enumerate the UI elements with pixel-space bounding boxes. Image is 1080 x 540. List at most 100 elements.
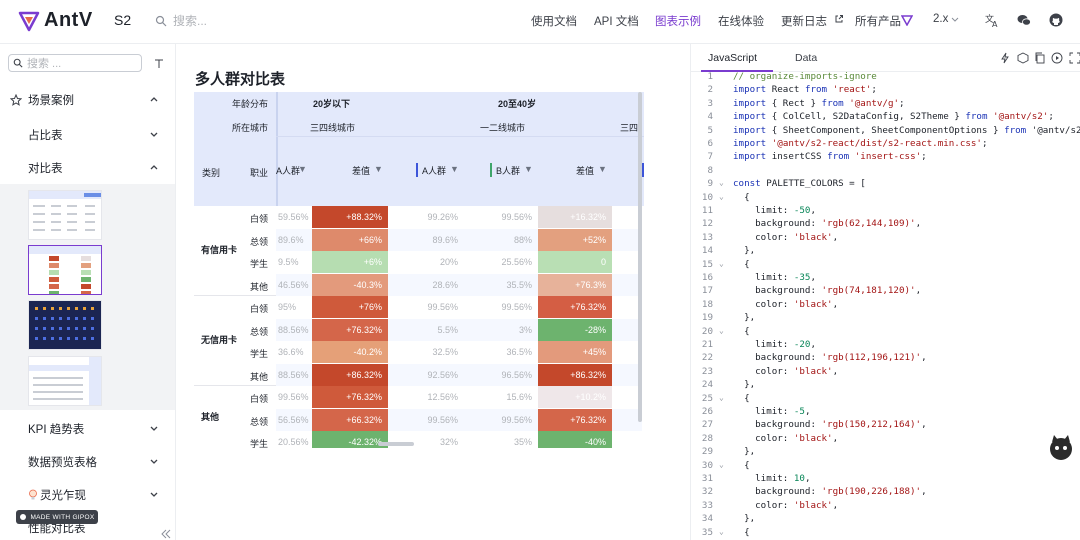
table-cell[interactable]: 92.56% [388, 363, 464, 386]
copy-icon[interactable] [1034, 52, 1046, 64]
sort-caret-icon[interactable]: ▼ [598, 164, 607, 174]
table-cell[interactable]: 20.56% [276, 431, 312, 448]
sidebar-item-inspiration[interactable]: 灵光乍现 [0, 479, 175, 511]
table-cell[interactable]: 88.56% [276, 318, 312, 341]
table-cell[interactable]: 32.5% [388, 341, 464, 363]
table-cell[interactable]: +86.32% [312, 363, 388, 386]
github-icon[interactable] [1048, 12, 1064, 28]
table-cell[interactable]: 12.56% [388, 386, 464, 408]
table-cell[interactable]: 99.26% [388, 206, 464, 228]
collapse-sidebar-icon[interactable] [160, 528, 172, 540]
lightning-icon[interactable] [999, 52, 1011, 64]
table-cell[interactable]: 35.5% [464, 273, 538, 296]
sort-caret-icon[interactable]: ▼ [450, 164, 459, 174]
table-cell[interactable]: 56.56% [276, 408, 312, 431]
table-cell[interactable]: +66% [312, 228, 388, 251]
fullscreen-icon[interactable] [1069, 52, 1080, 64]
table-cell[interactable]: 28.6% [388, 273, 464, 296]
table-cell[interactable]: 0 [538, 251, 612, 273]
table-cell[interactable]: +88.32% [312, 206, 388, 228]
table-cell[interactable]: 3% [464, 318, 538, 341]
table-cell[interactable]: +86.32% [538, 363, 612, 386]
nav-playground[interactable]: 在线体验 [718, 16, 764, 28]
sidebar-search-input[interactable]: 搜索 ... [8, 54, 142, 72]
measure-header[interactable]: B人群 ▼ [496, 164, 540, 178]
table-cell[interactable]: -42.32% [312, 431, 388, 448]
table-cell[interactable]: 99.56% [388, 296, 464, 318]
translate-icon[interactable]: 文A [984, 12, 1000, 28]
sort-caret-icon[interactable]: ▼ [524, 164, 533, 174]
table-cell[interactable]: +76.3% [538, 273, 612, 296]
measure-header[interactable]: 差值 ▼ [576, 164, 616, 178]
table-cell[interactable]: +6% [312, 251, 388, 273]
sort-caret-icon[interactable]: ▼ [298, 164, 307, 174]
table-cell[interactable]: 59.56% [276, 206, 312, 228]
table-cell[interactable]: +52% [538, 228, 612, 251]
table-cell[interactable]: -28% [538, 318, 612, 341]
vertical-scrollbar[interactable] [638, 92, 642, 422]
play-icon[interactable] [1051, 52, 1063, 64]
sidebar-item-preview[interactable]: 数据预览表格 [0, 446, 175, 478]
measure-header[interactable]: A人群 ▼ [276, 164, 312, 178]
horizontal-scrollbar[interactable] [378, 442, 414, 446]
cat-mascot-icon[interactable] [1046, 432, 1076, 462]
table-cell[interactable]: 9.5% [276, 251, 312, 273]
table-cell[interactable]: 36.5% [464, 341, 538, 363]
fold-chevron-icon[interactable]: ⌄ [719, 459, 724, 469]
table-cell[interactable]: +76.32% [538, 296, 612, 318]
table-cell[interactable]: +76% [312, 296, 388, 318]
table-cell[interactable]: -40.2% [312, 341, 388, 363]
comparison-pivot-table[interactable]: 年龄分布 所在城市 类别 职业 20岁以下 20至40岁 三四线城市 一二线城市… [194, 92, 644, 448]
fold-chevron-icon[interactable]: ⌄ [719, 325, 724, 335]
antv-logo[interactable]: AntV [18, 9, 93, 32]
nav-examples[interactable]: 图表示例 [655, 16, 701, 28]
table-cell[interactable]: -40.3% [312, 273, 388, 296]
example-thumbnail[interactable] [28, 190, 102, 240]
measure-header[interactable]: 差值 ▼ [352, 164, 392, 178]
table-cell[interactable]: 20% [388, 251, 464, 273]
table-cell[interactable]: 89.6% [388, 228, 464, 251]
sidebar-item-scenarios[interactable]: 场景案例 [0, 84, 175, 116]
version-select[interactable]: 2.x [933, 13, 949, 25]
table-cell[interactable]: 88.56% [276, 363, 312, 386]
sort-caret-icon[interactable]: ▼ [374, 164, 383, 174]
tab-data[interactable]: Data [795, 52, 818, 64]
table-cell[interactable]: 5.5% [388, 318, 464, 341]
table-cell[interactable]: +16.32% [538, 206, 612, 228]
table-cell[interactable]: +76.32% [538, 408, 612, 431]
table-cell[interactable]: 95% [276, 296, 312, 318]
table-cell[interactable]: -40% [538, 431, 612, 448]
fold-chevron-icon[interactable]: ⌄ [719, 526, 724, 536]
table-cell[interactable]: 99.56% [464, 206, 538, 228]
wechat-icon[interactable] [1016, 12, 1032, 28]
table-cell[interactable]: +10.2% [538, 386, 612, 408]
nav-all-products[interactable]: 所有产品 [855, 16, 901, 28]
sidebar-item-ratio[interactable]: 占比表 [0, 119, 175, 151]
example-thumbnail[interactable] [28, 356, 102, 406]
table-cell[interactable]: 99.56% [276, 386, 312, 408]
product-name[interactable]: S2 [114, 12, 132, 28]
nav-api-docs[interactable]: API 文档 [594, 16, 639, 28]
table-cell[interactable]: 15.6% [464, 386, 538, 408]
table-cell[interactable]: 46.56% [276, 273, 312, 296]
table-cell[interactable]: 99.56% [464, 296, 538, 318]
nav-docs[interactable]: 使用文档 [531, 16, 577, 28]
fold-chevron-icon[interactable]: ⌄ [719, 392, 724, 402]
table-cell[interactable]: 89.6% [276, 228, 312, 251]
table-cell[interactable]: 96.56% [464, 363, 538, 386]
table-cell[interactable]: +45% [538, 341, 612, 363]
table-cell[interactable]: 99.56% [464, 408, 538, 431]
sidebar-item-compare[interactable]: 对比表 [0, 152, 175, 184]
example-thumbnail-selected[interactable] [28, 245, 102, 295]
table-cell[interactable]: 35% [464, 431, 538, 448]
sidebar-item-performance[interactable]: 性能对比表 [0, 512, 175, 540]
fold-chevron-icon[interactable]: ⌄ [719, 178, 724, 188]
nav-changelog[interactable]: 更新日志 [781, 16, 827, 28]
codesandbox-icon[interactable] [1017, 52, 1029, 64]
fold-chevron-icon[interactable]: ⌄ [719, 191, 724, 201]
example-thumbnail[interactable] [28, 300, 102, 350]
table-cell[interactable]: +76.32% [312, 318, 388, 341]
table-cell[interactable]: 99.56% [388, 408, 464, 431]
collapse-all-icon[interactable] [153, 57, 165, 69]
fold-chevron-icon[interactable]: ⌄ [719, 258, 724, 268]
